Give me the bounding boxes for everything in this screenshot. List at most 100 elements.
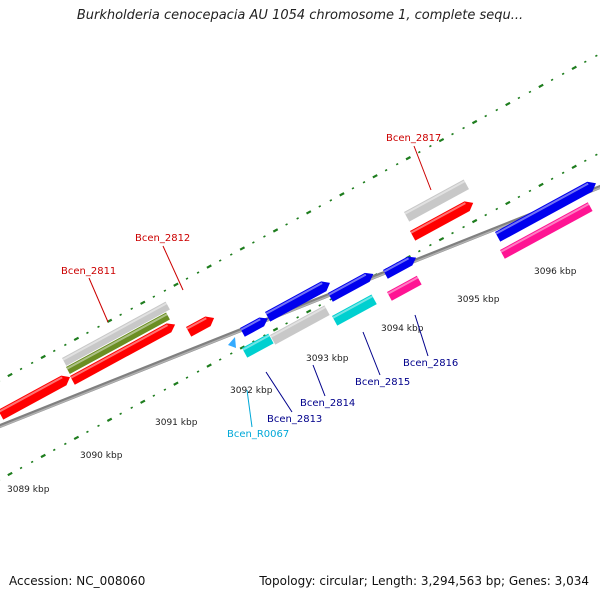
gene-body <box>66 312 170 375</box>
tick-mark <box>451 132 454 136</box>
tick-mark <box>583 159 587 163</box>
gene-highlight <box>328 273 367 296</box>
tick-mark <box>130 307 134 310</box>
tick-mark <box>318 205 322 208</box>
gene-label: Bcen_2811 <box>61 266 116 277</box>
tick-mark <box>272 228 279 233</box>
tick-mark <box>505 101 511 107</box>
tick-mark <box>63 442 67 446</box>
tick-mark <box>140 399 146 404</box>
tick-mark <box>561 171 565 175</box>
tick-mark <box>429 144 432 148</box>
tick-mark <box>272 327 279 332</box>
gene-highlight <box>70 324 169 379</box>
accession-label: Accession: NC_008060 <box>9 574 146 588</box>
scale-label: 3090 kbp <box>80 451 123 461</box>
gene-highlight <box>0 376 63 413</box>
leader-line <box>88 277 109 323</box>
gene-body <box>332 294 377 326</box>
rna-marker <box>228 337 236 348</box>
gene-highlight <box>495 182 589 235</box>
tick-mark <box>495 207 499 211</box>
tick-mark <box>462 225 465 229</box>
scale-label: 3095 kbp <box>457 295 500 305</box>
tick-mark <box>505 200 511 206</box>
label-layer: 3089 kbp 3090 kbp 3091 kbp 3092 kbp 3093 kbp… <box>7 133 577 495</box>
tick-mark <box>462 126 465 130</box>
gene-arrow-red <box>0 375 70 420</box>
topology-info: Topology: circular; Length: 3,294,563 bp… <box>259 574 589 588</box>
tick-mark <box>218 358 222 361</box>
tick-mark <box>163 289 167 292</box>
gene-body <box>270 305 330 345</box>
tick-mark <box>239 246 246 251</box>
gene-highlight <box>242 334 270 351</box>
gene-label: Bcen_2817 <box>386 133 441 144</box>
gene-body <box>62 301 170 366</box>
gene-body <box>265 281 330 322</box>
tick-mark <box>495 108 499 112</box>
tick-mark <box>97 424 100 428</box>
tick-mark <box>484 213 488 217</box>
tick-mark <box>52 448 56 452</box>
tick-mark <box>528 189 532 193</box>
tick-mark <box>384 168 388 172</box>
tick-mark <box>429 243 432 247</box>
tick-mark <box>206 264 212 269</box>
gene-block-gray <box>270 305 330 345</box>
gene-body <box>186 316 215 337</box>
tick-mark <box>19 466 23 470</box>
tick-mark <box>106 417 113 422</box>
gene-block-magenta <box>500 202 593 259</box>
backbone-line-outer <box>0 184 600 429</box>
scale-label: 3094 kbp <box>381 324 424 334</box>
gene-body <box>70 323 176 385</box>
gene-body <box>404 179 469 222</box>
tick-mark <box>285 223 288 226</box>
scale-label: 3089 kbp <box>7 485 50 495</box>
gene-arrow-blue <box>265 281 330 322</box>
tick-mark <box>471 218 478 224</box>
tick-mark <box>119 412 122 416</box>
gene-arrow-red <box>186 316 215 337</box>
tick-mark <box>263 235 266 238</box>
track-group <box>0 54 600 481</box>
tick-mark <box>206 363 212 368</box>
tick-mark <box>528 90 532 94</box>
tick-mark <box>538 182 544 188</box>
tick-mark <box>86 430 89 434</box>
tick-mark <box>173 282 179 287</box>
gene-label: Bcen_2814 <box>300 398 355 409</box>
tick-mark <box>97 325 100 329</box>
tick-mark <box>318 304 322 307</box>
gene-highlight <box>265 282 323 315</box>
gene-body <box>328 272 374 302</box>
tick-mark <box>372 174 378 179</box>
gene-arrow-blue <box>383 256 417 279</box>
gene-label: Bcen_2816 <box>403 358 458 369</box>
gene-label: Bcen_2815 <box>355 377 410 388</box>
gene-highlight <box>332 295 373 319</box>
tick-mark <box>229 352 233 355</box>
tick-mark <box>583 60 587 64</box>
tick-mark <box>362 181 366 184</box>
tick-mark <box>339 192 345 197</box>
tick-mark <box>395 162 399 166</box>
tick-mark <box>30 460 34 464</box>
gene-arrow-blue <box>495 181 596 242</box>
tick-mark <box>218 259 222 262</box>
gene-highlight <box>270 306 326 338</box>
tick-mark <box>7 372 13 378</box>
tick-mark <box>73 336 80 342</box>
tick-mark <box>296 316 299 319</box>
tick-mark <box>7 471 13 477</box>
tick-mark <box>351 187 355 190</box>
gene-body <box>495 181 596 242</box>
tick-mark <box>152 295 156 298</box>
gene-highlight <box>410 202 466 234</box>
tick-mark <box>252 340 255 343</box>
tick-mark <box>571 164 577 169</box>
tick-mark <box>86 331 89 335</box>
gene-block-cyan <box>332 294 377 326</box>
